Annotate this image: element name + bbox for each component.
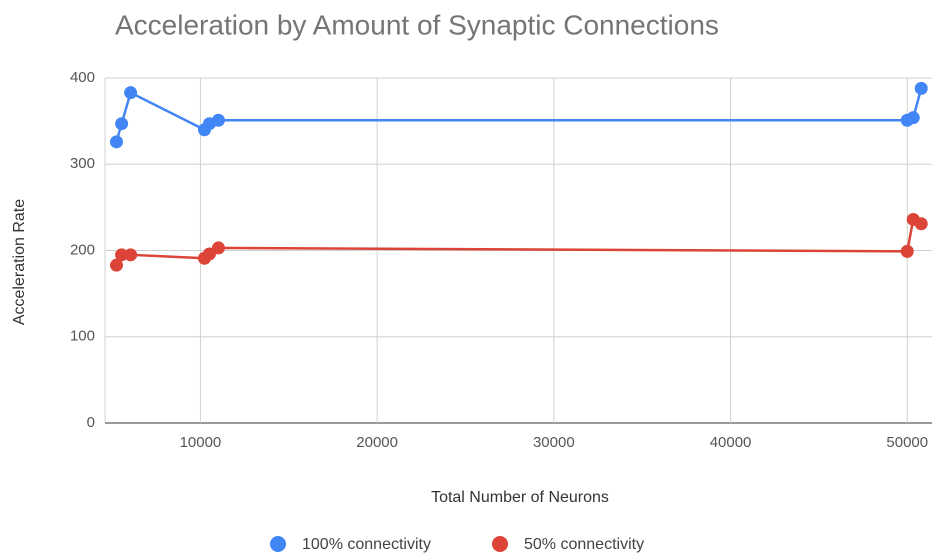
chart-title: Acceleration by Amount of Synaptic Conne… xyxy=(115,9,719,40)
data-point xyxy=(900,244,914,258)
data-point xyxy=(211,241,225,255)
legend-marker xyxy=(270,536,286,552)
y-tick-label: 0 xyxy=(87,414,95,431)
y-tick-label: 100 xyxy=(70,328,95,345)
legend-marker xyxy=(492,536,508,552)
data-point xyxy=(115,117,129,131)
data-point xyxy=(124,248,138,262)
y-tick-label: 400 xyxy=(70,69,95,86)
series-line xyxy=(115,88,923,143)
data-point xyxy=(906,111,920,125)
legend-label: 50% connectivity xyxy=(524,536,644,553)
data-point xyxy=(914,81,928,95)
data-point xyxy=(115,248,129,262)
x-tick-label: 20000 xyxy=(356,434,398,451)
data-point xyxy=(109,258,123,272)
x-tick-label: 40000 xyxy=(710,434,752,451)
series-line xyxy=(115,217,922,266)
data-point xyxy=(124,86,138,100)
y-tick-label: 300 xyxy=(70,155,95,172)
data-point xyxy=(914,217,928,231)
y-tick-label: 200 xyxy=(70,241,95,258)
x-tick-label: 50000 xyxy=(886,434,928,451)
y-axis-label: Acceleration Rate xyxy=(11,199,28,325)
data-point xyxy=(109,135,123,149)
data-point xyxy=(211,113,225,127)
legend-label: 100% connectivity xyxy=(302,536,431,553)
x-tick-label: 30000 xyxy=(533,434,575,451)
x-tick-label: 10000 xyxy=(180,434,222,451)
x-axis-label: Total Number of Neurons xyxy=(431,489,609,506)
